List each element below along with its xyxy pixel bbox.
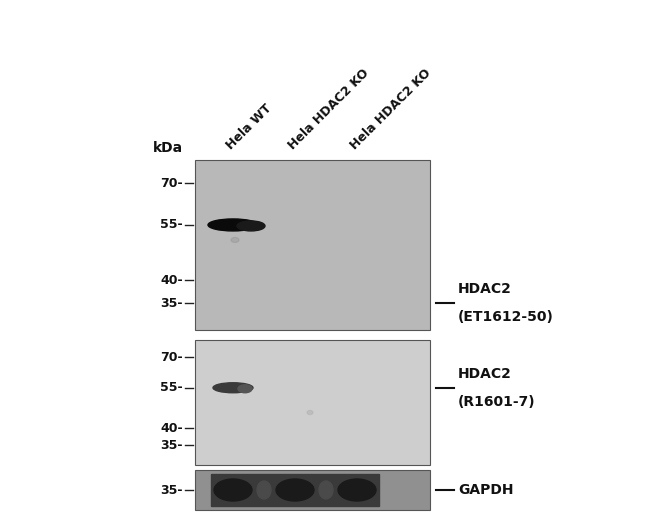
Ellipse shape xyxy=(319,481,333,499)
Ellipse shape xyxy=(238,385,252,393)
Ellipse shape xyxy=(307,410,313,414)
Text: Hela HDAC2 KO: Hela HDAC2 KO xyxy=(348,67,434,152)
Text: GAPDH: GAPDH xyxy=(458,483,514,497)
Text: Hela HDAC2 KO: Hela HDAC2 KO xyxy=(286,67,371,152)
Bar xyxy=(195,340,430,465)
Text: 35-: 35- xyxy=(161,297,183,310)
Text: (ET1612-50): (ET1612-50) xyxy=(458,310,554,324)
Text: kDa: kDa xyxy=(153,141,183,155)
Ellipse shape xyxy=(208,219,258,231)
Text: 55-: 55- xyxy=(161,218,183,231)
Text: 40-: 40- xyxy=(161,422,183,435)
Bar xyxy=(211,474,379,506)
Text: 70-: 70- xyxy=(161,350,183,363)
Text: 70-: 70- xyxy=(161,177,183,190)
Ellipse shape xyxy=(231,238,239,242)
Ellipse shape xyxy=(237,221,265,231)
Text: 35-: 35- xyxy=(161,484,183,497)
Bar xyxy=(195,160,430,330)
Text: 55-: 55- xyxy=(161,381,183,394)
Ellipse shape xyxy=(257,481,271,499)
Text: 40-: 40- xyxy=(161,274,183,287)
Text: 35-: 35- xyxy=(161,439,183,452)
Ellipse shape xyxy=(276,479,314,501)
Ellipse shape xyxy=(338,479,376,501)
Text: Hela WT: Hela WT xyxy=(224,101,274,152)
Ellipse shape xyxy=(213,383,253,393)
Text: HDAC2: HDAC2 xyxy=(458,282,512,296)
Bar xyxy=(195,470,430,510)
Text: (R1601-7): (R1601-7) xyxy=(458,395,536,409)
Text: HDAC2: HDAC2 xyxy=(458,367,512,381)
Ellipse shape xyxy=(214,479,252,501)
